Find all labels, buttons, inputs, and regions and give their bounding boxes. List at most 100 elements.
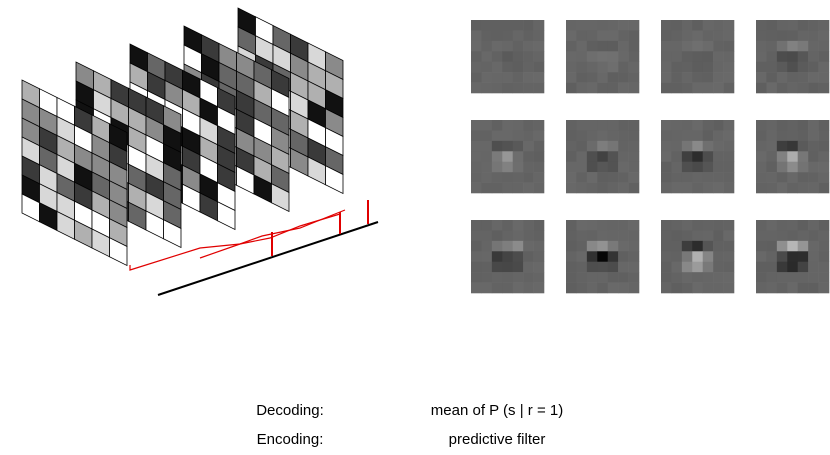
- filter-pixel: [597, 172, 608, 183]
- filter-pixel: [682, 162, 693, 173]
- filter-pixel: [766, 262, 777, 273]
- filter-pixel: [608, 162, 619, 173]
- filter-pixel: [703, 72, 714, 83]
- filter-pixel: [481, 72, 492, 83]
- filter-pixel: [534, 272, 545, 283]
- filter-pixel: [819, 62, 830, 73]
- filter-pixel: [629, 151, 640, 162]
- filter-pixel: [481, 230, 492, 241]
- filter-pixel: [819, 262, 830, 273]
- filter-pixel: [608, 151, 619, 162]
- filter-pixel: [534, 41, 545, 52]
- filter-pixel: [587, 20, 598, 31]
- filter-pixel: [703, 30, 714, 41]
- filter-pixel: [597, 262, 608, 273]
- filter-pixel: [798, 51, 809, 62]
- filter-pixel: [798, 62, 809, 73]
- filter-pixel: [481, 151, 492, 162]
- filter-pixel: [703, 262, 714, 273]
- filter-pixel: [798, 241, 809, 252]
- filter-pixel: [787, 130, 798, 141]
- filter-pixel: [471, 72, 482, 83]
- filter-pixel: [787, 141, 798, 152]
- filter-pixel: [513, 151, 524, 162]
- filter-pixel: [566, 130, 577, 141]
- filter-pixel: [766, 272, 777, 283]
- filter-pixel: [534, 183, 545, 194]
- filter-pixel: [481, 62, 492, 73]
- filter-pixel: [502, 162, 513, 173]
- filter-pixel: [481, 20, 492, 31]
- filter: [756, 120, 829, 193]
- filter-pixel: [703, 283, 714, 294]
- filter-pixel: [597, 162, 608, 173]
- filter-pixel: [703, 241, 714, 252]
- filter-pixel: [534, 241, 545, 252]
- filter-pixel: [798, 141, 809, 152]
- filter-pixel: [629, 283, 640, 294]
- filter-pixel: [492, 72, 503, 83]
- filter-pixel: [629, 183, 640, 194]
- filter-pixel: [661, 172, 672, 183]
- filter-pixel: [534, 72, 545, 83]
- filter-pixel: [587, 72, 598, 83]
- filter-pixel: [766, 72, 777, 83]
- filter-pixel: [523, 130, 534, 141]
- filter-pixel: [587, 151, 598, 162]
- filter: [471, 220, 544, 293]
- filter-pixel: [724, 130, 735, 141]
- filter-pixel: [692, 62, 703, 73]
- filter-pixel: [766, 183, 777, 194]
- filter-pixel: [661, 283, 672, 294]
- filter-pixel: [703, 83, 714, 94]
- filter-pixel: [481, 251, 492, 262]
- filter-pixel: [777, 241, 788, 252]
- filter-pixel: [597, 230, 608, 241]
- filter-pixel: [534, 141, 545, 152]
- filter-pixel: [682, 283, 693, 294]
- filter-pixel: [798, 272, 809, 283]
- filter-pixel: [513, 162, 524, 173]
- filter: [756, 220, 829, 293]
- filter-pixel: [819, 272, 830, 283]
- filter-pixel: [481, 130, 492, 141]
- filter-pixel: [502, 83, 513, 94]
- filter-pixel: [777, 62, 788, 73]
- filter-pixel: [756, 41, 767, 52]
- filter-pixel: [502, 141, 513, 152]
- filter-pixel: [798, 230, 809, 241]
- filter-pixel: [819, 220, 830, 231]
- filter-pixel: [513, 230, 524, 241]
- filter-grid: [471, 20, 829, 293]
- filter-pixel: [766, 62, 777, 73]
- filter: [661, 20, 734, 93]
- filter-pixel: [587, 162, 598, 173]
- filter-pixel: [618, 220, 629, 231]
- filter-pixel: [597, 72, 608, 83]
- filter-pixel: [502, 262, 513, 273]
- filter-pixel: [713, 172, 724, 183]
- filter-pixel: [502, 20, 513, 31]
- filter-pixel: [808, 220, 819, 231]
- filter-pixel: [692, 151, 703, 162]
- filter-pixel: [492, 130, 503, 141]
- filter-pixel: [671, 141, 682, 152]
- filter-pixel: [502, 283, 513, 294]
- filter-pixel: [629, 20, 640, 31]
- filter-pixel: [766, 130, 777, 141]
- filter-pixel: [808, 130, 819, 141]
- filter-pixel: [471, 141, 482, 152]
- filter-pixel: [671, 272, 682, 283]
- filter-pixel: [787, 83, 798, 94]
- filter-pixel: [777, 83, 788, 94]
- filter-pixel: [766, 283, 777, 294]
- filter-pixel: [618, 272, 629, 283]
- filter-pixel: [713, 20, 724, 31]
- filter-pixel: [608, 172, 619, 183]
- filter-pixel: [566, 72, 577, 83]
- filter-pixel: [523, 220, 534, 231]
- filter-pixel: [618, 262, 629, 273]
- filter-pixel: [724, 251, 735, 262]
- filter-pixel: [692, 241, 703, 252]
- filter-pixel: [777, 151, 788, 162]
